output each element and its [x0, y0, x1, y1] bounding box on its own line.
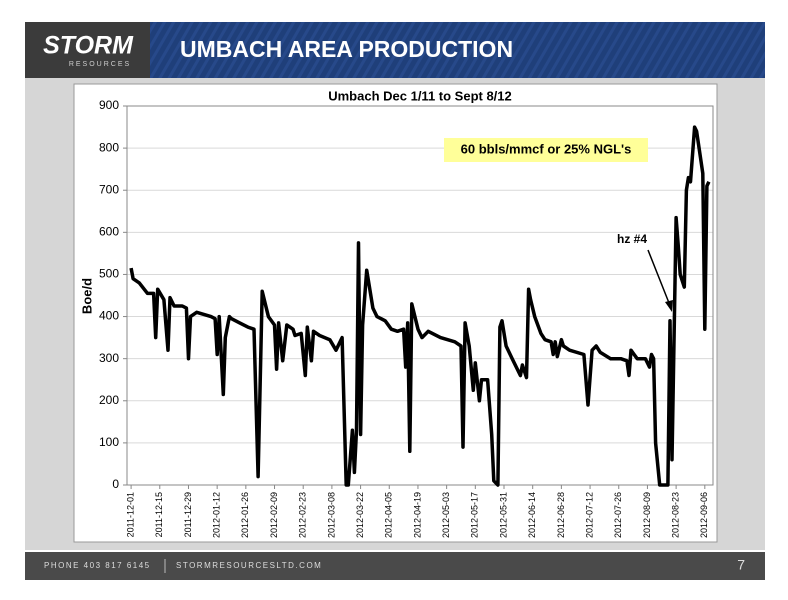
- y-tick-label: 500: [99, 267, 119, 281]
- x-tick-label: 2012-08-23: [670, 492, 680, 538]
- y-tick-label: 700: [99, 182, 119, 196]
- x-tick-label: 2012-08-09: [642, 492, 652, 538]
- chart-title: Umbach Dec 1/11 to Sept 8/12: [328, 88, 512, 103]
- x-tick-label: 2012-07-26: [613, 492, 623, 538]
- y-tick-label: 0: [112, 477, 119, 491]
- annotation: hz #4: [617, 232, 647, 246]
- logo-sub: RESOURCES: [69, 61, 131, 68]
- y-tick-label: 300: [99, 351, 119, 365]
- production-line: [129, 125, 711, 487]
- annotation-box: [444, 138, 648, 162]
- x-tick-label: 2012-05-03: [441, 492, 451, 538]
- x-tick-label: 2011-12-01: [125, 492, 135, 537]
- footer-band: [25, 552, 765, 580]
- logo: STORM: [43, 32, 134, 60]
- x-tick-label: 2011-12-29: [183, 492, 193, 537]
- y-tick-label: 600: [99, 225, 119, 239]
- x-tick-label: 2012-09-06: [699, 492, 709, 538]
- x-tick-label: 2012-01-26: [240, 492, 250, 538]
- logo-box: [25, 22, 150, 78]
- footer-phone: PHONE 403 817 6145: [44, 561, 151, 570]
- x-tick-label: 2012-03-08: [326, 492, 336, 538]
- x-tick-label: 2012-03-22: [355, 492, 365, 538]
- x-tick-label: 2012-06-28: [556, 492, 566, 538]
- annotation-arrow: [647, 249, 672, 309]
- y-tick-label: 400: [99, 309, 119, 323]
- footer-site: STORMRESOURCESLTD.COM: [176, 561, 322, 570]
- y-tick-label: 900: [99, 98, 119, 112]
- x-tick-label: 2012-02-23: [298, 492, 308, 538]
- y-axis-label: Boe/d: [79, 278, 94, 314]
- x-tick-label: 2012-07-12: [584, 492, 594, 538]
- annotation: 60 bbls/mmcf or 25% NGL's: [461, 141, 632, 156]
- x-tick-label: 2012-05-17: [470, 492, 480, 538]
- slide-title: UMBACH AREA PRODUCTION: [180, 36, 513, 62]
- x-tick-label: 2012-05-31: [498, 492, 508, 538]
- chart: Umbach Dec 1/11 to Sept 8/12 Boe/d 0 100 200…: [79, 88, 714, 538]
- x-tick-label: 2012-04-05: [384, 492, 394, 538]
- y-tick-label: 800: [99, 140, 119, 154]
- x-tick-label: 2012-01-12: [212, 492, 222, 538]
- y-tick-label: 200: [99, 393, 119, 407]
- x-tick-label: 2012-04-19: [412, 492, 422, 538]
- y-tick-label: 100: [99, 435, 119, 449]
- x-tick-label: 2011-12-15: [154, 492, 164, 537]
- x-tick-label: 2012-02-09: [269, 492, 279, 538]
- page-number: 7: [737, 557, 745, 573]
- annotation-arrowhead: [665, 300, 673, 312]
- plot-frame: [126, 105, 714, 486]
- x-tick-label: 2012-06-14: [527, 492, 537, 538]
